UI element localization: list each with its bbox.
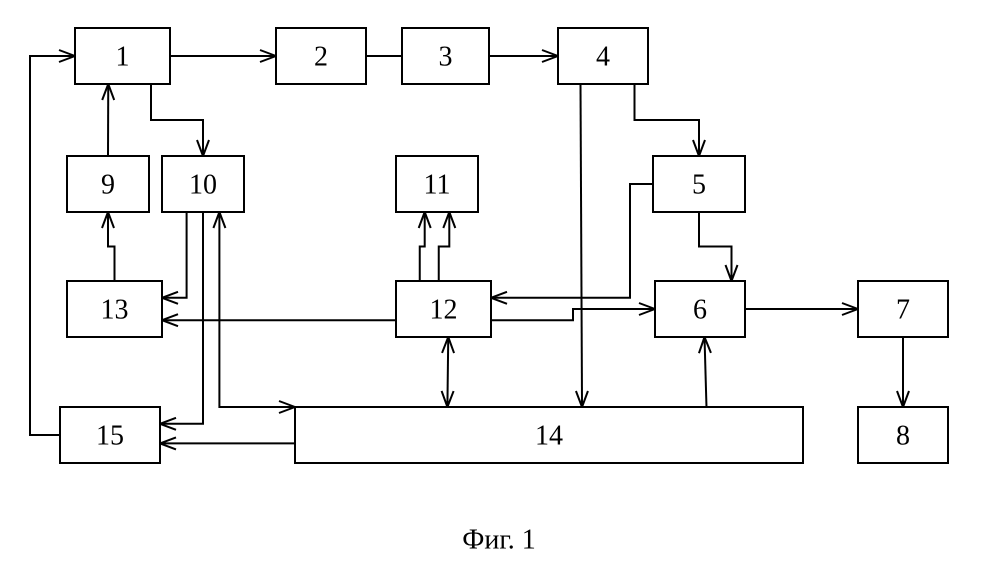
block-label-5: 5 — [692, 170, 706, 201]
block-4: 4 — [558, 28, 648, 84]
block-3: 3 — [402, 28, 489, 84]
block-11: 11 — [396, 156, 478, 212]
block-8: 8 — [858, 407, 948, 463]
figure-caption: Фиг. 1 — [462, 525, 535, 556]
block-label-15: 15 — [96, 421, 124, 452]
block-label-2: 2 — [314, 42, 328, 73]
block-9: 9 — [67, 156, 149, 212]
block-14: 14 — [295, 407, 803, 463]
block-label-13: 13 — [101, 295, 129, 326]
block-label-8: 8 — [896, 421, 910, 452]
block-label-9: 9 — [101, 170, 115, 201]
block-15: 15 — [60, 407, 160, 463]
block-label-3: 3 — [439, 42, 453, 73]
block-6: 6 — [655, 281, 745, 337]
block-7: 7 — [858, 281, 948, 337]
block-label-14: 14 — [535, 421, 563, 452]
block-10: 10 — [162, 156, 244, 212]
block-label-4: 4 — [596, 42, 610, 73]
block-label-6: 6 — [693, 295, 707, 326]
block-label-10: 10 — [189, 170, 217, 201]
block-label-12: 12 — [430, 295, 458, 326]
block-5: 5 — [653, 156, 745, 212]
block-13: 13 — [67, 281, 162, 337]
block-label-7: 7 — [896, 295, 910, 326]
block-12: 12 — [396, 281, 491, 337]
block-label-11: 11 — [424, 170, 451, 201]
block-2: 2 — [276, 28, 366, 84]
block-label-1: 1 — [116, 42, 130, 73]
block-1: 1 — [75, 28, 170, 84]
